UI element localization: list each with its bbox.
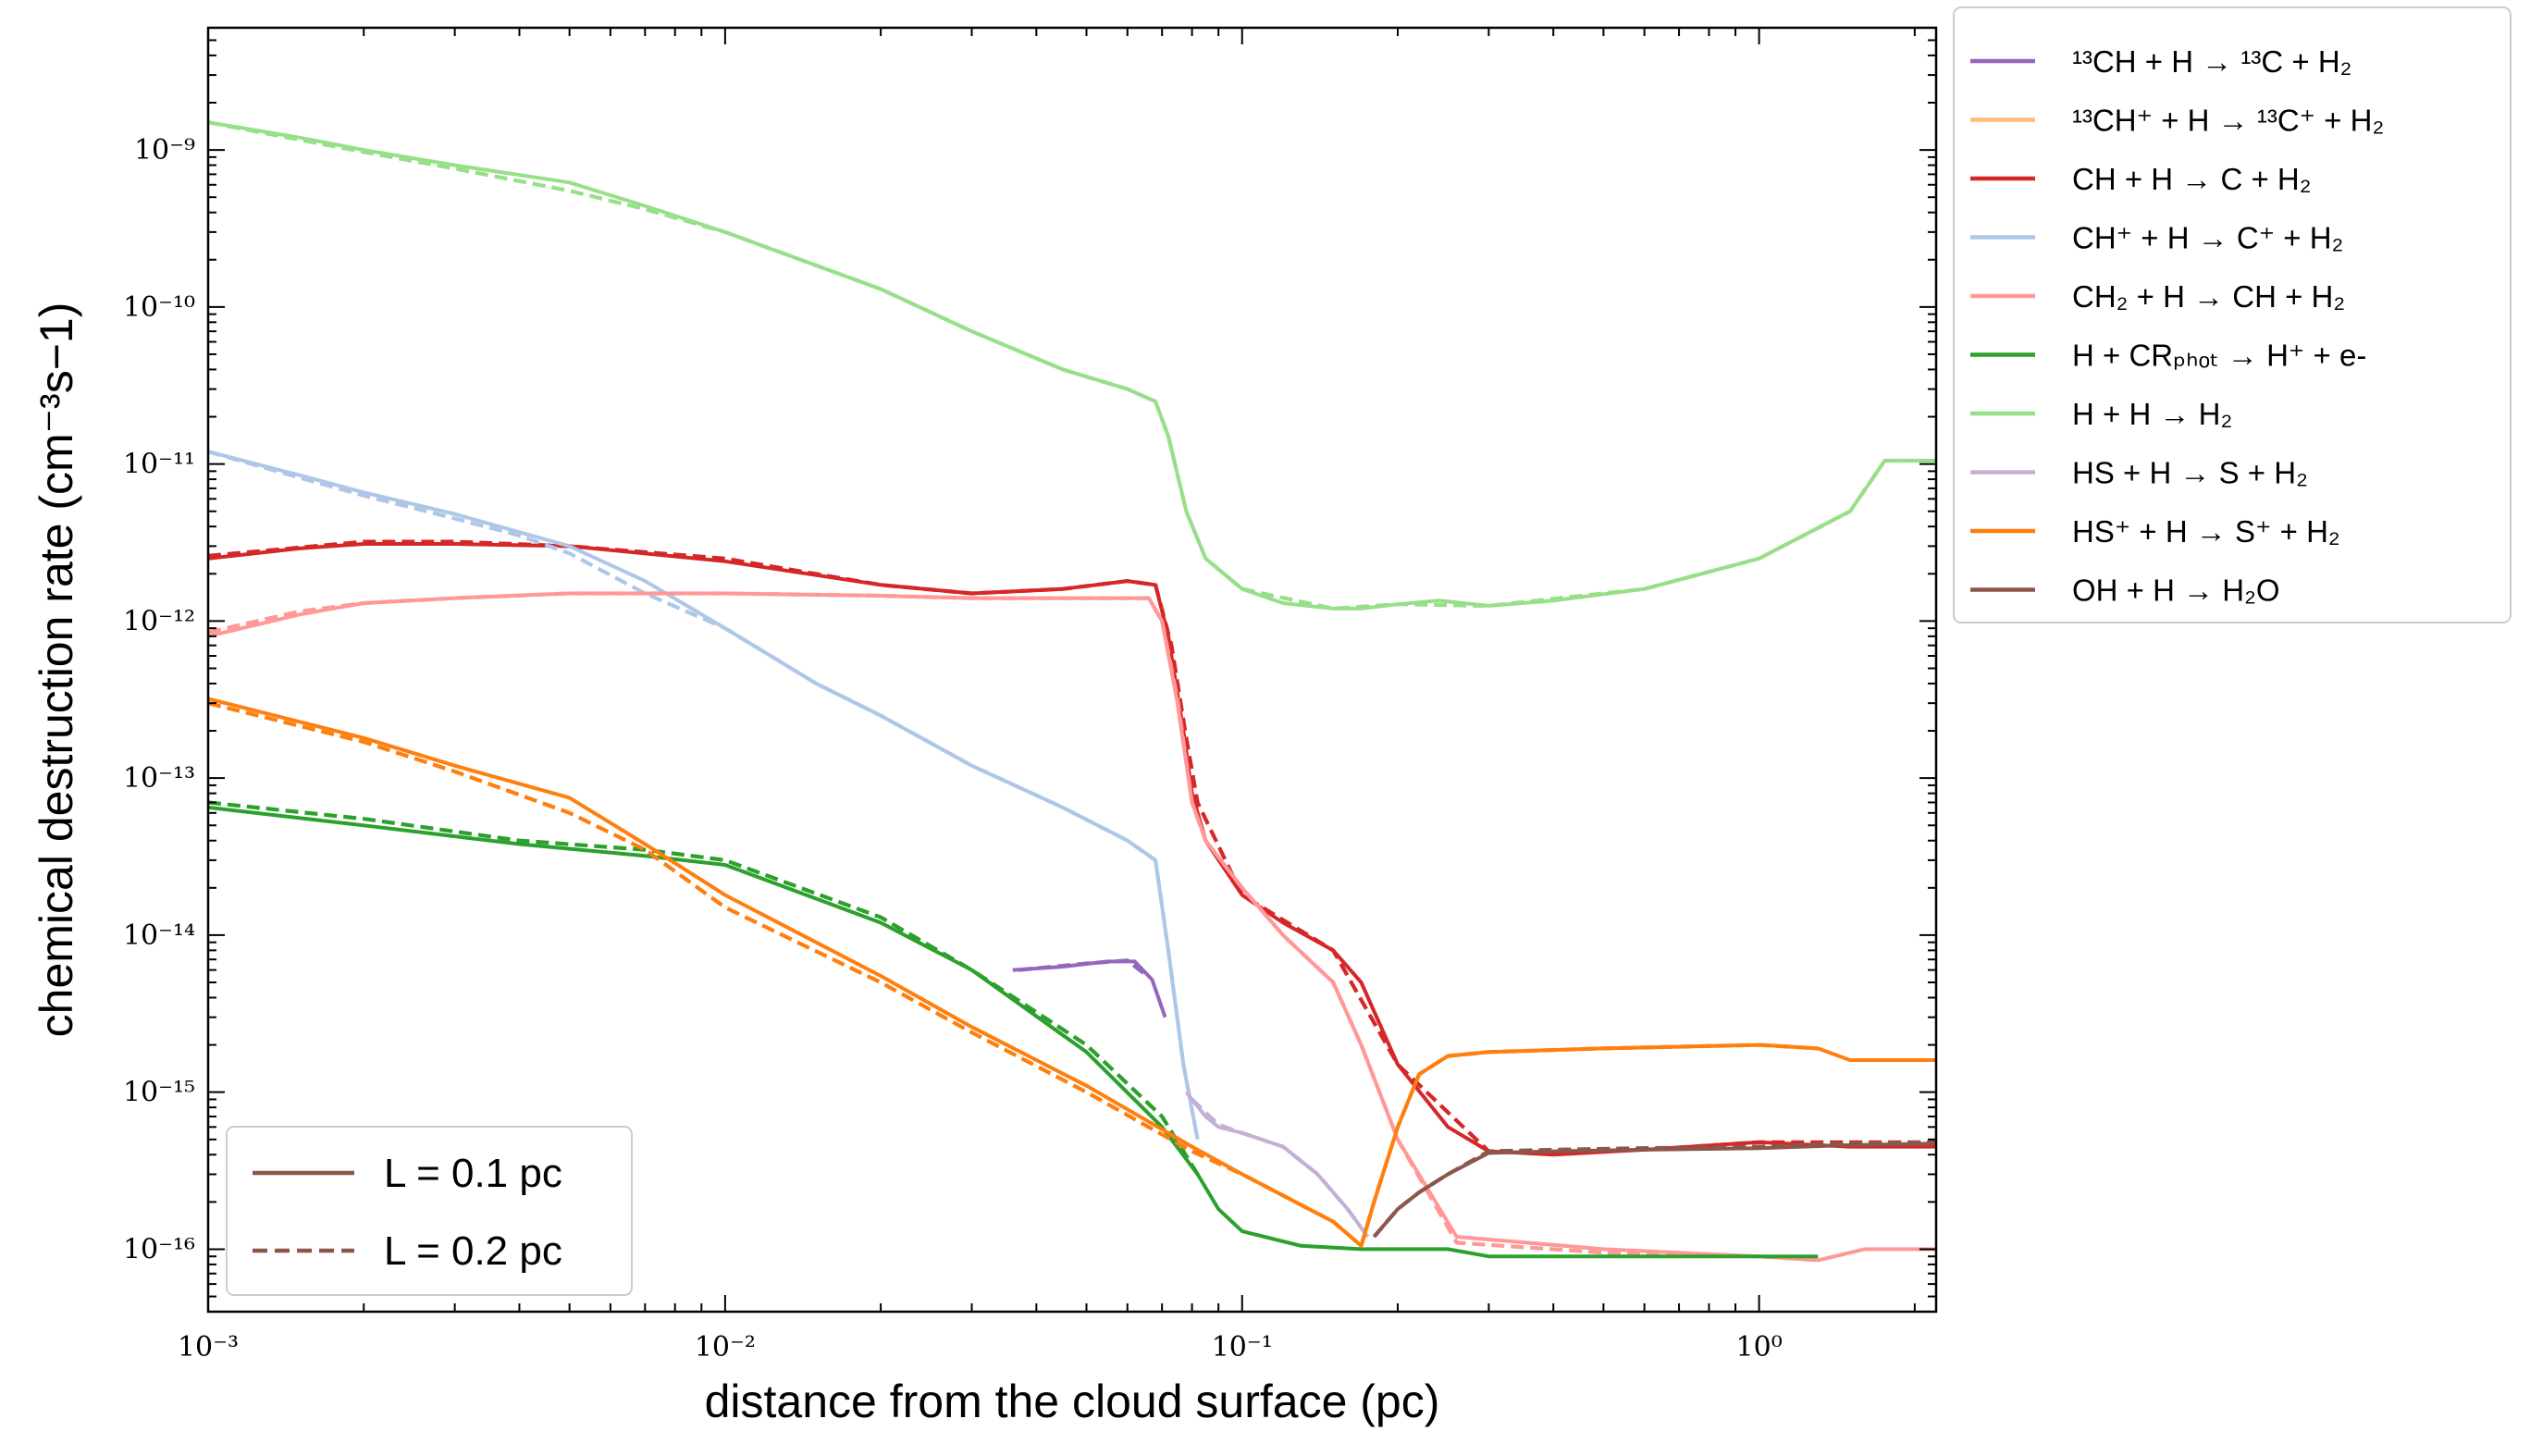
x-tick-label: 10⁻³ [178,1331,239,1363]
y-tick-label: 10⁻⁹ [134,134,195,167]
legend-entry-label: HS + H → S + H₂ [2072,456,2308,490]
series-group [208,120,1936,1263]
series-line-solid-3 [208,450,1200,1141]
series-legend-frame [1953,6,2511,623]
series-line-solid-7 [1184,1091,1370,1239]
y-tick-label: 10⁻¹³ [123,762,195,795]
line-style-legend: L = 0.1 pc L = 0.2 pc [226,1126,633,1296]
y-tick-label: 10⁻¹⁴ [123,919,195,952]
x-axis-label: distance from the cloud surface (pc) [705,1376,1440,1427]
series-line-solid-9 [1372,1141,1936,1239]
y-tick-label: 10⁻¹⁵ [123,1077,195,1109]
legend-entry-label: ¹³CH⁺ + H → ¹³C⁺ + H₂ [2072,104,2384,138]
legend-entry-label: CH + H → C + H₂ [2072,162,2312,196]
legend-entry-label: ¹³CH + H → ¹³C + H₂ [2072,44,2351,79]
x-tick-label: 10⁰ [1736,1331,1783,1363]
plot-frame [206,26,1938,1314]
y-tick-label: 10⁻¹⁶ [123,1233,195,1265]
series-line-solid-6 [208,120,1936,611]
line-style-label: L = 0.2 pc [384,1228,562,1274]
legend-entry-label: OH + H → H₂O [2072,574,2280,608]
y-tick-label: 10⁻¹² [123,605,195,637]
legend-entry-label: HS⁺ + H → S⁺ + H₂ [2072,514,2340,549]
x-tick-label: 10⁻² [695,1331,756,1363]
y-tick-label: 10⁻¹¹ [123,449,195,481]
series-line-solid-0 [1012,959,1167,1018]
series-line-solid-5 [208,805,1819,1259]
plot-lines [208,120,1936,1263]
y-tick-label: 10⁻¹⁰ [123,291,195,324]
series-line-dashed-7 [1191,1097,1370,1239]
legend-entry-label: CH₂ + H → CH + H₂ [2072,279,2345,314]
series-line-dashed-5 [208,800,1200,1176]
series-line-solid-2 [208,542,1936,1157]
series-line-dashed-3 [208,450,1200,1141]
series-line-solid-8 [208,697,1936,1248]
axes: 10⁻³ 10⁻² 10⁻¹ 10⁰ 10⁻¹⁶ 10⁻¹⁵ 10⁻¹⁴ 10⁻¹³ 10⁻¹²… [123,26,1938,1363]
line-style-label: L = 0.1 pc [384,1151,562,1196]
legend-entry-label: H + H → H₂ [2072,397,2232,431]
series-line-solid-4 [208,591,1936,1263]
line-style-legend-frame [226,1126,633,1296]
series-line-dashed-9 [1372,1140,1936,1239]
y-axis-label: chemical destruction rate (cm⁻³s−1) [31,302,82,1038]
legend-entry-label: H + CRₚₕₒₜ → H⁺ + e- [2072,339,2366,373]
series-line-dashed-6 [208,120,1936,611]
series-legend: ¹³CH + H → ¹³C + H₂ ¹³CH⁺ + H → ¹³C⁺ + H₂… [1953,6,2511,623]
x-tick-label: 10⁻¹ [1212,1331,1273,1363]
series-line-dashed-2 [208,539,1936,1154]
legend-entry-label: CH⁺ + H → C⁺ + H₂ [2072,221,2343,255]
